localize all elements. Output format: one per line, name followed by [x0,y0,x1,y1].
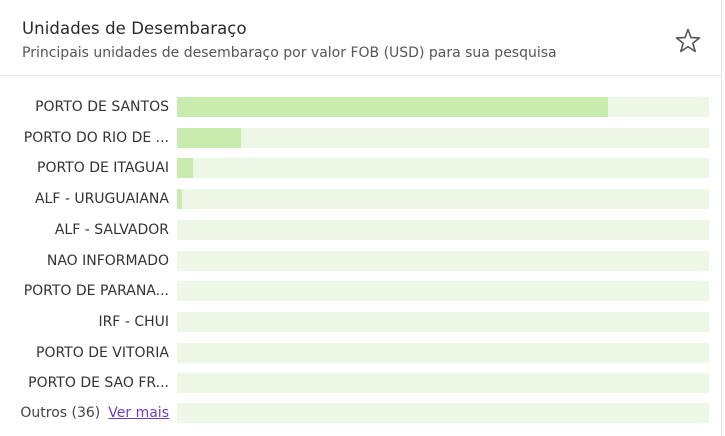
bar-track [177,281,709,301]
bar-track [177,373,709,393]
card-title: Unidades de Desembaraço [22,19,247,38]
bar-fill[interactable] [177,189,183,209]
bar-label: NAO INFORMADO [46,253,169,269]
bar-row: PORTO DE VITORIA [0,343,722,363]
bar-row: ALF - SALVADOR [0,220,722,240]
bar-row: PORTO DO RIO DE ... [0,128,722,148]
others-bar-track [177,403,709,423]
bar-fill[interactable] [177,97,608,117]
bar-label: ALF - URUGUAIANA [34,191,169,207]
card-subtitle: Principais unidades de desembaraço por v… [22,45,557,61]
bar-row: ALF - URUGUAIANA [0,189,722,209]
bar-label: PORTO DE PARANA... [23,283,169,299]
bar-label: ALF - SALVADOR [54,222,169,238]
others-count-label: Outros (36) [20,405,101,421]
bar-label: PORTO DE SANTOS [35,99,169,115]
bar-label: PORTO DE SAO FR... [28,375,169,391]
bar-label: PORTO DO RIO DE ... [23,130,169,146]
bar-track [177,220,709,240]
bar-row: NAO INFORMADO [0,251,722,271]
bar-row: IRF - CHUI [0,312,722,332]
bar-label: PORTO DE ITAGUAI [37,160,169,176]
card-header: Unidades de Desembaraço Principais unida… [0,0,722,76]
bar-row: PORTO DE PARANA... [0,281,722,301]
bar-track [177,97,709,117]
bar-track [177,312,709,332]
see-more-link[interactable]: Ver mais [108,405,169,421]
bar-track [177,189,709,209]
bar-row: PORTO DE ITAGUAI [0,158,722,178]
others-row: Outros (36) Ver mais [0,403,722,423]
bar-fill[interactable] [177,128,241,148]
bar-track [177,251,709,271]
bar-track [177,128,709,148]
bar-row: PORTO DE SAO FR... [0,373,722,393]
star-icon[interactable] [673,26,703,56]
bar-label: IRF - CHUI [98,314,169,330]
bar-fill[interactable] [177,158,193,178]
bar-track [177,343,709,363]
bar-label: PORTO DE VITORIA [36,345,169,361]
bar-track [177,158,709,178]
others-summary: Outros (36) Ver mais [20,403,169,423]
bar-row: PORTO DE SANTOS [0,97,722,117]
